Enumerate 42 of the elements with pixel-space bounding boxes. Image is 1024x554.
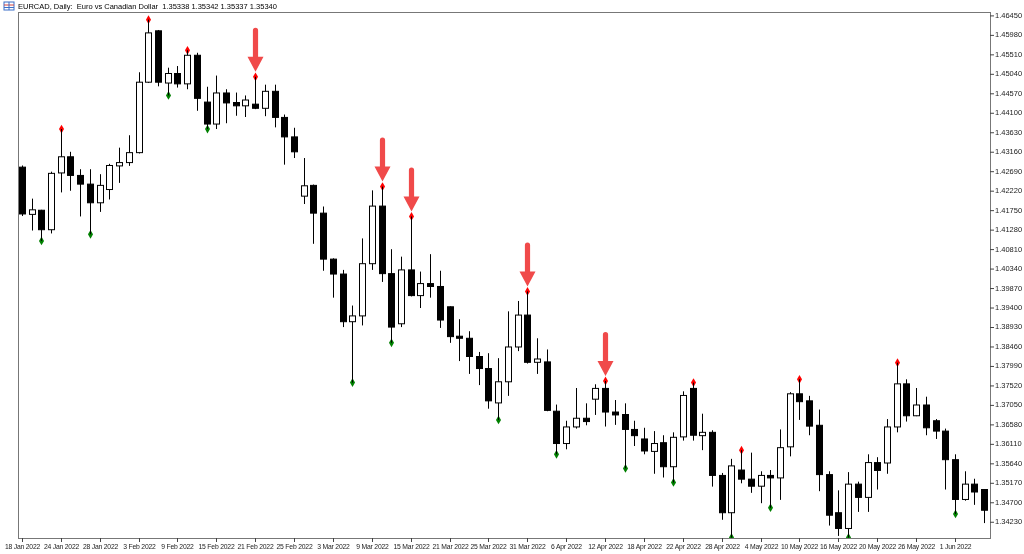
candlestick [427, 253, 434, 299]
candlestick [291, 127, 298, 159]
candlestick [641, 427, 648, 455]
candlestick [933, 418, 940, 440]
candlestick [748, 452, 755, 494]
candlestick [174, 65, 181, 89]
candlestick [29, 198, 36, 232]
candlestick [612, 399, 619, 426]
candlestick [758, 470, 765, 504]
candlestick [67, 151, 74, 192]
candlestick [981, 488, 988, 524]
candlestick [651, 430, 658, 475]
candlestick [466, 330, 473, 375]
candlestick [874, 456, 881, 491]
candlestick [330, 257, 337, 299]
candlestick [281, 114, 288, 166]
candlestick [301, 157, 308, 205]
candlestick [233, 92, 240, 117]
candlestick [913, 387, 920, 417]
candlestick [923, 396, 930, 436]
candlestick [563, 420, 570, 450]
candlestick [97, 173, 104, 213]
candlestick [835, 489, 842, 537]
candlestick [534, 337, 541, 375]
candlestick [77, 168, 84, 217]
candlestick [126, 134, 133, 167]
candlestick [223, 88, 230, 124]
candlestick [855, 481, 862, 513]
candlestick [631, 420, 638, 447]
candlestick [349, 305, 356, 384]
candlestick [262, 84, 269, 117]
candlestick [417, 271, 424, 309]
candlestick [573, 387, 580, 430]
candlestick [592, 383, 599, 416]
candlestick [116, 147, 123, 184]
candlestick [699, 413, 706, 451]
candlestick [456, 318, 463, 362]
candlestick [476, 351, 483, 386]
candlestick [583, 402, 590, 426]
candlestick [962, 470, 969, 502]
candlestick [971, 478, 978, 506]
candlestick [242, 94, 249, 118]
